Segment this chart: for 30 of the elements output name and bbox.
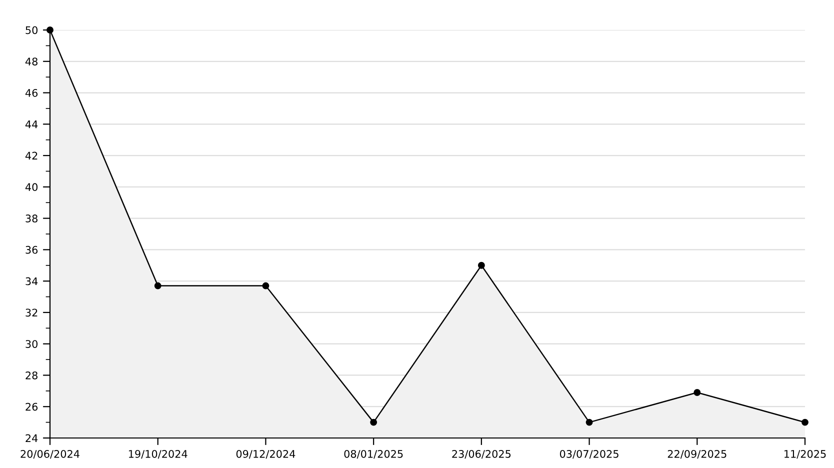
y-tick-label: 28 <box>26 371 38 380</box>
x-tick-label: 19/10/2024 <box>128 450 188 459</box>
point <box>262 282 270 290</box>
point <box>802 418 808 426</box>
point <box>46 26 54 34</box>
y-tick-label: 30 <box>26 340 38 348</box>
x-tick-label: 23/06/2025 <box>452 450 511 459</box>
y-tick-label: 38 <box>26 214 38 222</box>
x-tick-label: 08/01/2025 <box>344 450 403 459</box>
y-tick-label: 46 <box>25 88 38 97</box>
x-tick-label: 03/07/2025 <box>560 450 618 459</box>
y-tick-label: 44 <box>25 120 38 128</box>
point <box>478 262 485 269</box>
point <box>154 282 162 290</box>
x-tick-label: 20/06/2024 <box>20 450 80 459</box>
point <box>694 389 701 396</box>
y-tick-label: 34 <box>26 277 38 286</box>
x-tick-label: 11/2025 <box>784 450 826 459</box>
x-tick-label: 22/09/2025 <box>668 450 726 459</box>
point <box>370 418 378 426</box>
point <box>586 418 593 426</box>
y-tick-label: 36 <box>26 246 38 254</box>
y-tick-label: 24 <box>26 434 38 442</box>
y-tick-label: 26 <box>26 402 38 411</box>
x-tick-label: 09/12/2024 <box>236 450 296 459</box>
y-tick-label: 42 <box>25 152 38 160</box>
y-tick-label: 50 <box>26 26 38 34</box>
y-tick-label: 48 <box>25 58 38 66</box>
y-tick-label: 40 <box>25 183 38 192</box>
y-tick-label: 32 <box>26 308 38 317</box>
